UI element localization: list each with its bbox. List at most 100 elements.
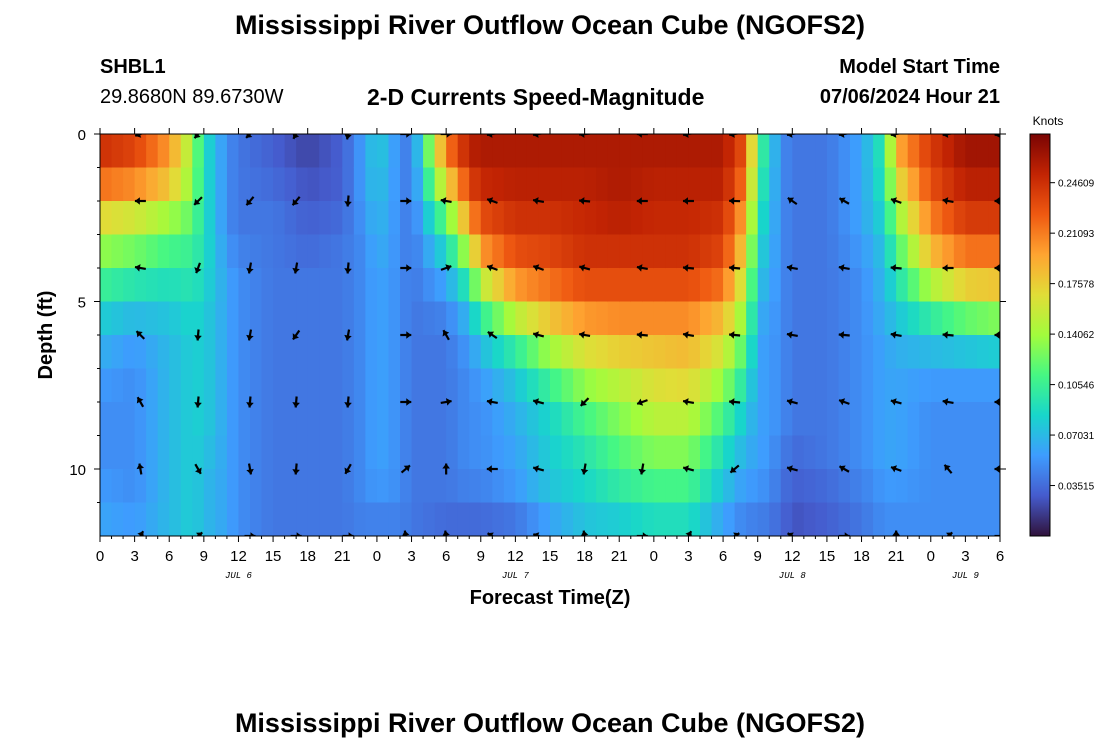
- heatmap-cell: [723, 301, 736, 336]
- heatmap-cell: [342, 435, 355, 470]
- heatmap-cell: [215, 402, 228, 437]
- heatmap-cell: [365, 469, 378, 504]
- current-vector: [400, 264, 412, 272]
- current-vector: [994, 465, 1000, 473]
- vector-head: [246, 198, 253, 206]
- heatmap-cell: [238, 402, 251, 437]
- current-vector: [532, 264, 545, 272]
- heatmap-cell: [653, 335, 666, 370]
- current-vector: [442, 463, 450, 475]
- heatmap-cell: [238, 167, 251, 202]
- heatmap-cell: [953, 301, 966, 336]
- heatmap-cell: [930, 435, 943, 470]
- vector-head: [839, 398, 846, 406]
- heatmap-cell: [630, 201, 643, 236]
- heatmap-cell: [469, 167, 482, 202]
- heatmap-cell: [226, 134, 240, 169]
- heatmap-cell: [792, 268, 805, 303]
- heatmap-cell: [307, 301, 320, 336]
- day-label: JUL 8: [779, 571, 807, 581]
- heatmap-cell: [561, 201, 574, 236]
- heatmap-cell: [388, 502, 401, 536]
- heatmap-cell: [180, 134, 193, 169]
- heatmap-cell: [100, 502, 113, 536]
- heatmap-cell: [607, 268, 620, 303]
- current-vector: [579, 397, 590, 407]
- heatmap-cell: [169, 335, 182, 370]
- heatmap-cell: [423, 134, 436, 169]
- heatmap-cell: [665, 134, 678, 169]
- heatmap-cell: [434, 234, 447, 269]
- heatmap-cell: [157, 301, 170, 336]
- heatmap-cell: [226, 234, 240, 269]
- heatmap-cell: [919, 368, 932, 403]
- heatmap-cell: [815, 167, 828, 202]
- heatmap-cell: [619, 368, 632, 403]
- current-vector: [838, 398, 850, 406]
- current-vector: [440, 398, 452, 406]
- x-tick-label: 6: [442, 548, 450, 565]
- vector-head: [406, 331, 412, 339]
- heatmap-cell: [676, 234, 690, 269]
- heatmap-cell: [711, 167, 724, 202]
- heatmap-cell: [676, 134, 690, 169]
- x-tick-label: 15: [542, 548, 559, 565]
- heatmap-cell: [757, 435, 770, 470]
- heatmap-cell: [976, 368, 990, 403]
- vector-head: [134, 264, 141, 272]
- heatmap-cell: [780, 167, 793, 202]
- heatmap-cell: [169, 301, 182, 336]
- heatmap-cell: [630, 268, 643, 303]
- heatmap-cell: [446, 402, 459, 437]
- station-coordinates: 29.8680N 89.6730W: [100, 86, 284, 108]
- heatmap-cell: [792, 167, 805, 202]
- heatmap-cell: [376, 435, 390, 470]
- heatmap-cell: [400, 335, 413, 370]
- heatmap-cell: [607, 301, 620, 336]
- heatmap-cell: [319, 502, 332, 536]
- current-vector: [486, 465, 498, 473]
- current-vector: [246, 329, 254, 341]
- heatmap-cell: [353, 201, 366, 236]
- heatmap-cell: [273, 201, 286, 236]
- heatmap-cell: [746, 167, 759, 202]
- heatmap-cells: [100, 134, 1000, 536]
- current-vector: [890, 264, 902, 272]
- heatmap-cell: [400, 469, 413, 504]
- heatmap-cell: [261, 469, 274, 504]
- heatmap-cell: [469, 368, 482, 403]
- current-vector: [943, 464, 953, 474]
- heatmap-cell: [873, 201, 886, 236]
- heatmap-cell: [850, 435, 863, 470]
- heatmap-cell: [434, 201, 447, 236]
- heatmap-cell: [907, 402, 920, 437]
- heatmap-cell: [273, 402, 286, 437]
- heatmap-cell: [307, 402, 320, 437]
- current-vector: [194, 463, 202, 475]
- heatmap-cell: [757, 469, 770, 504]
- heatmap-cell: [273, 469, 286, 504]
- heatmap-cell: [146, 335, 159, 370]
- heatmap-cell: [803, 502, 816, 536]
- heatmap-cell: [215, 234, 228, 269]
- vector-head: [487, 331, 495, 338]
- heatmap-cell: [953, 268, 966, 303]
- heatmap-cell: [446, 502, 459, 536]
- current-vector: [136, 396, 145, 408]
- heatmap-cell: [653, 402, 666, 437]
- heatmap-cell: [757, 502, 770, 536]
- heatmap-cell: [688, 268, 701, 303]
- heatmap-cell: [919, 402, 932, 437]
- vector-head: [683, 134, 689, 138]
- heatmap-cell: [630, 435, 643, 470]
- vector-head: [839, 197, 846, 205]
- heatmap-cell: [492, 301, 505, 336]
- heatmap-cell: [296, 502, 309, 536]
- heatmap-cell: [469, 502, 482, 536]
- heatmap-cell: [284, 502, 297, 536]
- vector-head: [994, 398, 1000, 406]
- heatmap-cell: [365, 167, 378, 202]
- heatmap-cell: [100, 301, 113, 336]
- heatmap-cell: [146, 268, 159, 303]
- heatmap-cell: [400, 234, 413, 269]
